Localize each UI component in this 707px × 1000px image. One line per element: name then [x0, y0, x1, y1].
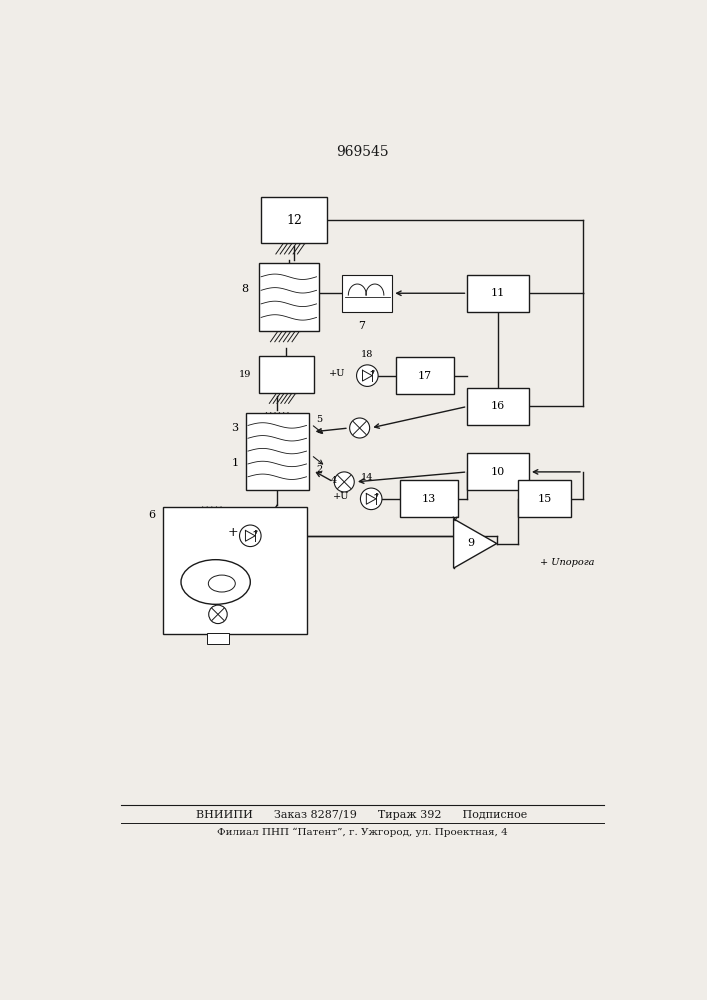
Text: 11: 11 — [491, 288, 506, 298]
Bar — [246, 413, 309, 490]
Bar — [163, 507, 308, 634]
Text: Филиал ПНП “Патент”, г. Ужгород, ул. Проектная, 4: Филиал ПНП “Патент”, г. Ужгород, ул. Про… — [216, 828, 508, 837]
Text: 19: 19 — [239, 370, 251, 379]
Text: 4: 4 — [330, 476, 337, 485]
Text: 14: 14 — [361, 473, 373, 482]
Text: 969545: 969545 — [336, 145, 388, 159]
Bar — [467, 453, 529, 490]
Text: 17: 17 — [418, 371, 432, 381]
Text: ВНИИПИ      Заказ 8287/19      Тираж 392      Подписное: ВНИИПИ Заказ 8287/19 Тираж 392 Подписное — [197, 810, 527, 820]
Bar — [518, 480, 571, 517]
Text: 16: 16 — [491, 401, 506, 411]
Text: 13: 13 — [422, 494, 436, 504]
Circle shape — [209, 605, 227, 624]
Bar — [342, 275, 392, 312]
Bar — [396, 357, 455, 394]
Circle shape — [240, 525, 261, 547]
Text: +U: +U — [329, 369, 346, 378]
Circle shape — [350, 418, 370, 438]
Bar — [259, 356, 314, 393]
Text: 9: 9 — [468, 538, 475, 548]
Bar — [259, 263, 319, 331]
Text: 15: 15 — [537, 494, 551, 504]
Polygon shape — [454, 519, 497, 568]
Text: 10: 10 — [491, 467, 506, 477]
Ellipse shape — [209, 575, 235, 592]
Text: 7: 7 — [358, 321, 365, 331]
Circle shape — [356, 365, 378, 386]
Text: 12: 12 — [286, 214, 302, 227]
Text: +: + — [228, 526, 239, 539]
Ellipse shape — [181, 560, 250, 604]
Text: 6: 6 — [148, 510, 156, 520]
Text: 1: 1 — [231, 458, 238, 468]
Bar — [207, 633, 229, 644]
Bar — [467, 388, 529, 425]
Text: 8: 8 — [241, 284, 248, 294]
Circle shape — [334, 472, 354, 492]
Text: + Uпорога: + Uпорога — [540, 558, 595, 567]
Text: +U: +U — [333, 492, 350, 501]
Text: 18: 18 — [361, 350, 373, 359]
Bar — [467, 275, 529, 312]
Bar — [399, 480, 458, 517]
Text: 2: 2 — [317, 465, 322, 474]
Bar — [262, 197, 327, 243]
Circle shape — [361, 488, 382, 510]
Text: 3: 3 — [231, 423, 238, 433]
Text: 5: 5 — [317, 415, 322, 424]
